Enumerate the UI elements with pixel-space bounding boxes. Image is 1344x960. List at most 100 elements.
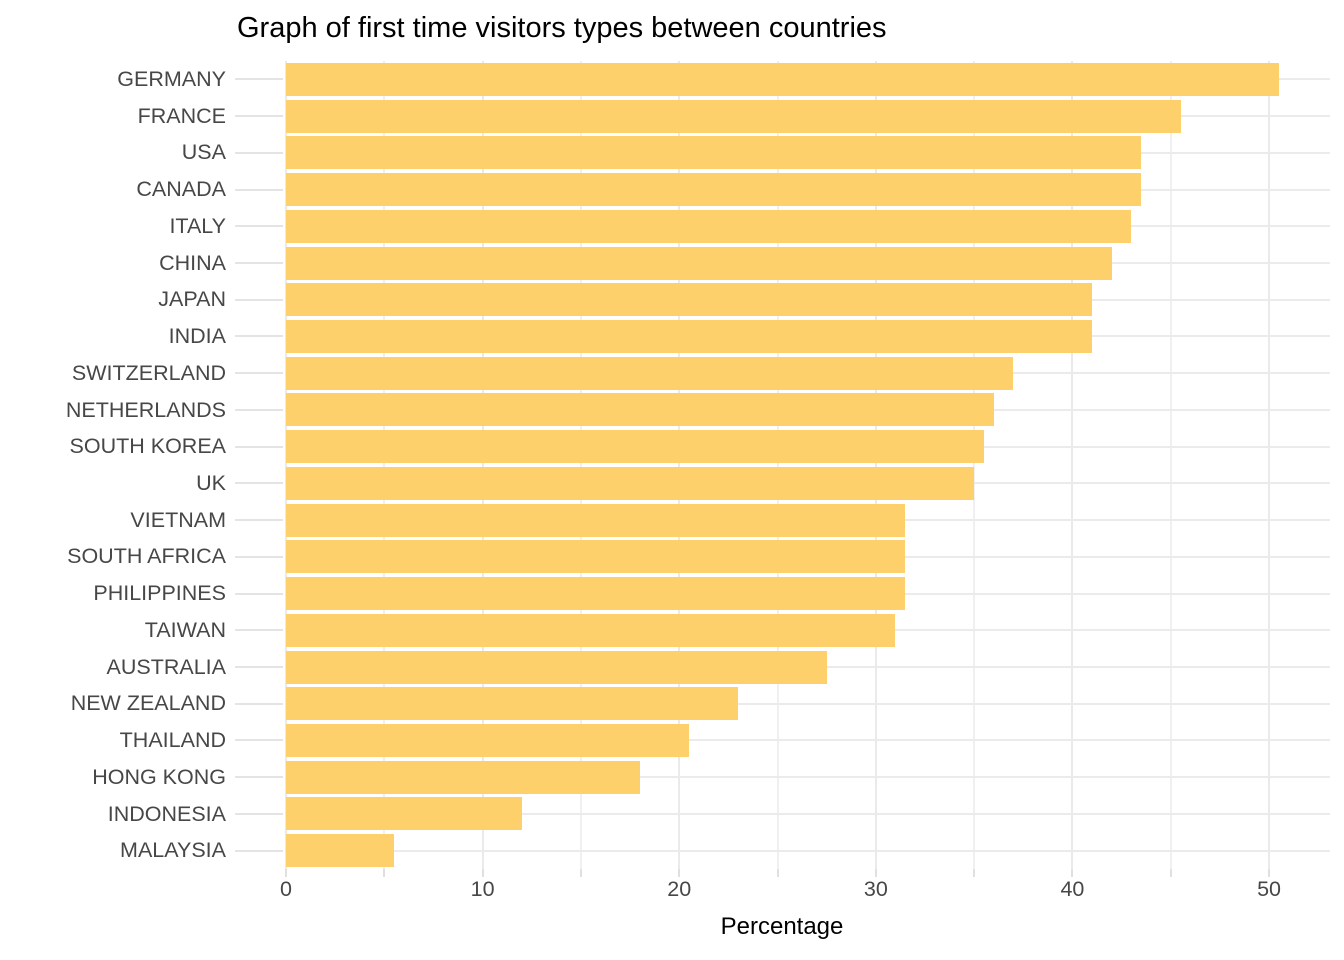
gridline-vertical-minor (1169, 61, 1172, 869)
y-axis-label: MALAYSIA (120, 838, 226, 863)
y-tick (235, 335, 283, 338)
gridline-horizontal (286, 849, 1330, 852)
chart-title: Graph of first time visitors types betwe… (237, 12, 887, 44)
gridline-horizontal (286, 812, 1330, 815)
y-tick (235, 78, 283, 81)
x-tick-label: 0 (280, 877, 292, 901)
gridline-vertical-minor (383, 61, 386, 869)
gridline-vertical-major (1071, 61, 1074, 869)
y-tick (235, 445, 283, 448)
y-tick (235, 482, 283, 485)
y-tick (235, 666, 283, 668)
bar-switzerland (286, 356, 1014, 390)
gridline-horizontal (286, 702, 1330, 705)
y-axis-label: ITALY (169, 213, 226, 238)
y-axis-label: USA (181, 140, 226, 165)
gridline-vertical-major (874, 61, 877, 869)
y-axis-label: CHINA (159, 250, 226, 275)
bar-hong-kong (286, 760, 640, 794)
gridline-vertical-minor (973, 61, 976, 869)
bar-malaysia (286, 834, 395, 868)
y-axis-label: SOUTH KOREA (69, 434, 227, 459)
bar-vietnam (286, 503, 906, 537)
x-tick-label: 10 (470, 877, 495, 901)
y-axis-label: THAILAND (119, 728, 226, 753)
y-tick (235, 372, 283, 375)
bar-indonesia (286, 797, 522, 831)
y-tick (235, 812, 283, 815)
gridline-vertical-major (285, 61, 287, 869)
x-tick (1169, 869, 1172, 877)
bar-netherlands (286, 393, 994, 427)
y-axis-label: NEW ZEALAND (70, 691, 226, 716)
gridline-vertical-major (481, 61, 484, 869)
bar-thailand (286, 723, 690, 757)
bar-uk (286, 466, 975, 500)
y-tick (235, 776, 283, 779)
bar-taiwan (286, 613, 896, 647)
y-tick (235, 115, 283, 118)
gridline-horizontal (286, 776, 1330, 779)
bar-new-zealand (286, 687, 739, 721)
y-axis-label: NETHERLANDS (65, 397, 226, 422)
bar-australia (286, 650, 827, 684)
bar-south-africa (286, 540, 906, 574)
x-tick-label: 30 (863, 877, 888, 901)
bar-france (286, 99, 1181, 133)
y-axis-label: TAIWAN (144, 617, 226, 642)
x-tick (776, 869, 779, 877)
y-axis-label: PHILIPPINES (93, 581, 226, 606)
y-tick (235, 739, 283, 742)
y-tick (235, 225, 283, 228)
y-tick (235, 188, 283, 191)
x-tick (678, 869, 681, 877)
x-tick (874, 869, 877, 877)
y-tick (235, 629, 283, 632)
bar-japan (286, 283, 1093, 317)
y-axis-label: GERMANY (117, 67, 226, 91)
y-axis-label: HONG KONG (92, 764, 226, 789)
y-tick (235, 408, 283, 411)
y-axis-label: SOUTH AFRICA (67, 544, 226, 569)
x-tick (579, 869, 582, 877)
bar-germany (286, 62, 1279, 96)
y-axis-label: FRANCE (137, 103, 226, 128)
bar-china (286, 246, 1112, 280)
bar-italy (286, 209, 1132, 243)
x-tick (1268, 869, 1271, 877)
x-axis-title: Percentage (720, 913, 844, 940)
y-tick (235, 849, 283, 852)
y-tick (235, 555, 283, 558)
x-tick-label: 40 (1060, 877, 1085, 901)
y-tick (235, 592, 283, 595)
gridline-vertical-minor (776, 61, 779, 869)
x-tick (285, 869, 287, 877)
y-axis-label: UK (196, 471, 226, 495)
x-tick (1071, 869, 1074, 877)
y-axis-label: INDIA (168, 324, 226, 349)
y-axis-label: VIETNAM (130, 507, 226, 532)
gridline-vertical-major (1268, 61, 1271, 869)
gridline-horizontal (286, 739, 1330, 742)
x-tick (383, 869, 386, 877)
y-axis-label: CANADA (136, 177, 226, 202)
y-axis-label: AUSTRALIA (106, 654, 226, 679)
x-tick (973, 869, 976, 877)
y-axis-label: INDONESIA (107, 801, 226, 826)
x-tick-label: 20 (667, 877, 692, 901)
bar-india (286, 319, 1093, 353)
bar-south-korea (286, 430, 984, 464)
bar-usa (286, 136, 1142, 170)
bar-canada (286, 173, 1142, 207)
x-tick (481, 869, 484, 877)
y-tick (235, 262, 283, 264)
y-axis-label: SWITZERLAND (71, 360, 226, 385)
y-tick (235, 298, 283, 301)
gridline-vertical-minor (579, 61, 582, 869)
plot-panel (285, 61, 1330, 869)
bar-philippines (286, 577, 906, 611)
y-tick (235, 519, 283, 522)
x-tick-label: 50 (1257, 877, 1282, 901)
y-tick (235, 151, 283, 154)
